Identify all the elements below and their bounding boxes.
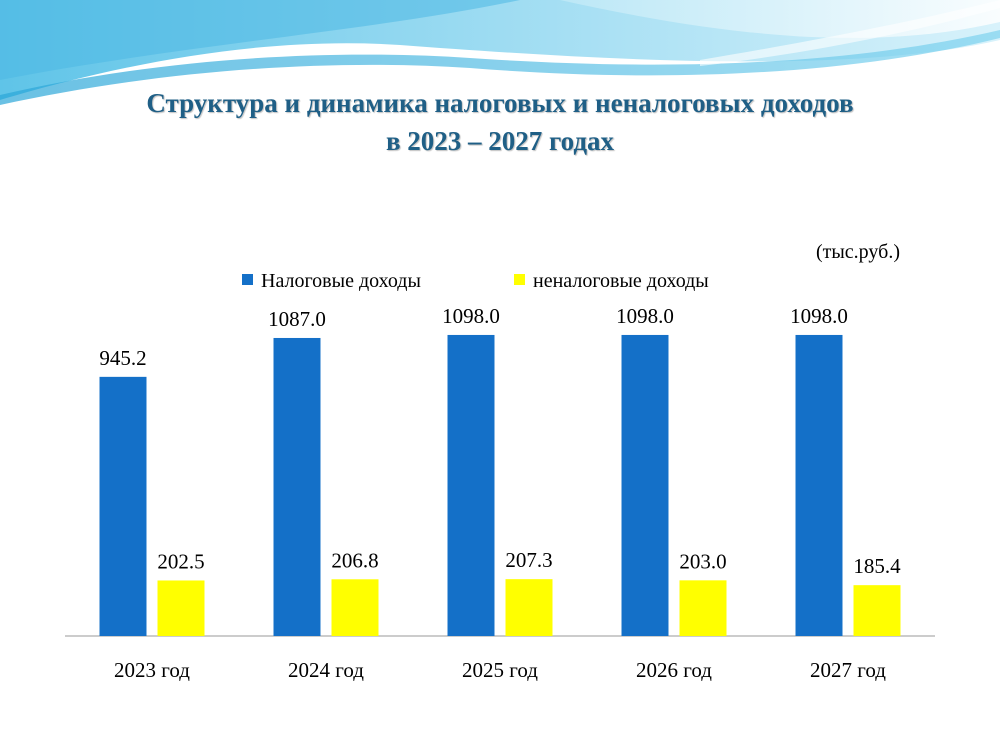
bar-tax-1 (273, 337, 321, 636)
unit-label: (тыс.руб.) (816, 241, 900, 263)
header-wave-decoration (0, 0, 1000, 105)
x-tick-label-1: 2024 год (288, 658, 364, 682)
bar-nontax-1 (331, 579, 379, 636)
bar-tax-2 (447, 334, 495, 636)
bar-tax-3 (621, 334, 669, 636)
bar-nontax-2 (505, 579, 553, 636)
x-tick-label-2: 2025 год (462, 658, 538, 682)
data-label-tax-2: 1098.0 (442, 304, 500, 328)
x-tick-label-4: 2027 год (810, 658, 886, 682)
bar-nontax-4 (853, 585, 901, 636)
data-label-nontax-3: 203.0 (679, 549, 726, 573)
data-label-tax-1: 1087.0 (268, 307, 326, 331)
page-title-line-2: в 2023 – 2027 годах (385, 126, 615, 156)
x-tick-label-3: 2026 год (636, 658, 712, 682)
bar-tax-4 (795, 334, 843, 636)
bar-chart-plot: 945.2 202.5 2023 год 1087.0 206.8 2024 год 109… (65, 304, 935, 682)
data-label-tax-0: 945.2 (99, 346, 146, 370)
data-label-nontax-1: 206.8 (331, 548, 378, 572)
legend-swatch-nontax (514, 274, 525, 285)
data-label-tax-4: 1098.0 (790, 304, 848, 328)
page-title-line-1: Структура и динамика налоговых и неналог… (146, 88, 854, 118)
bar-tax-0 (99, 376, 147, 636)
bar-nontax-0 (157, 580, 205, 636)
chart-legend: Налоговые доходы неналоговые доходы (242, 270, 709, 292)
data-label-nontax-0: 202.5 (157, 549, 204, 573)
legend-swatch-tax (242, 274, 253, 285)
data-label-nontax-2: 207.3 (505, 548, 552, 572)
data-label-nontax-4: 185.4 (853, 554, 901, 578)
data-label-tax-3: 1098.0 (616, 304, 674, 328)
legend-label-nontax: неналоговые доходы (533, 270, 709, 292)
legend-label-tax: Налоговые доходы (261, 270, 421, 292)
bar-nontax-3 (679, 580, 727, 636)
x-tick-label-0: 2023 год (114, 658, 190, 682)
